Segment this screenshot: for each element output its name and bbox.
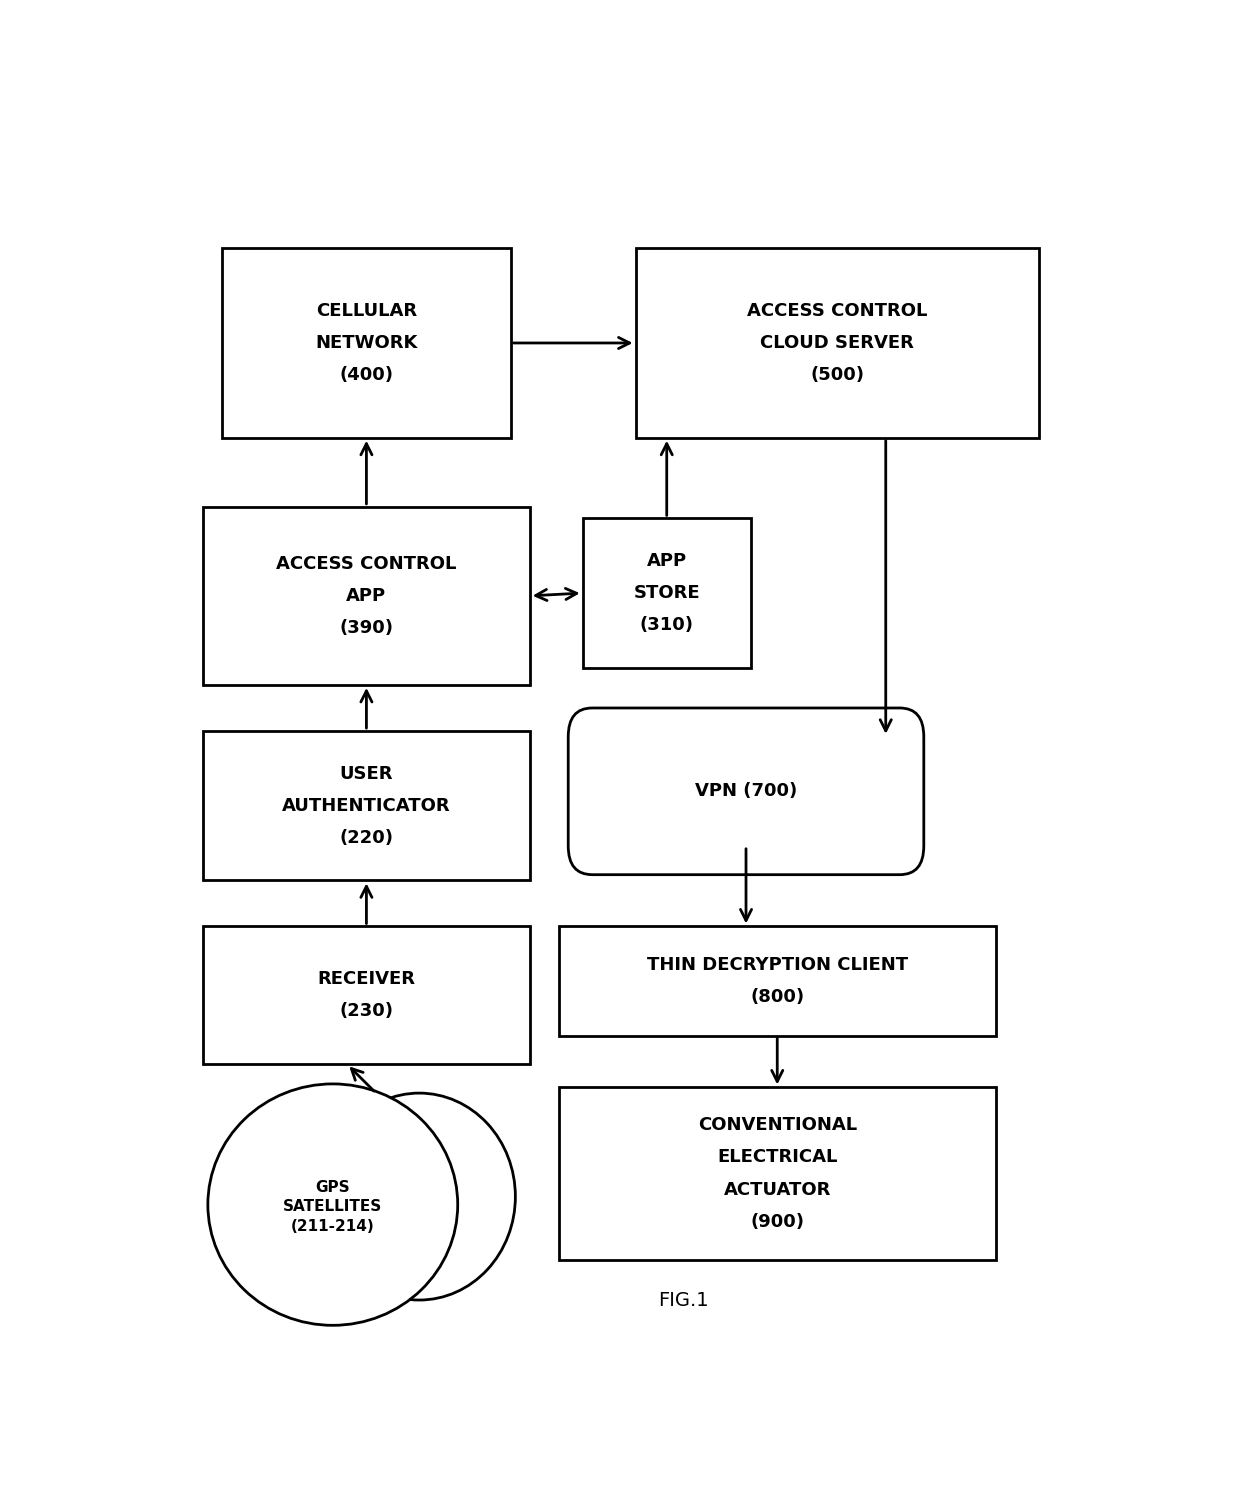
Text: ELECTRICAL: ELECTRICAL [717,1148,837,1166]
Text: FIG.1: FIG.1 [658,1290,709,1309]
Text: (211-214): (211-214) [291,1218,374,1233]
Text: USER: USER [340,764,393,782]
Bar [558,1087,996,1260]
Text: (500): (500) [810,366,864,384]
Text: (900): (900) [750,1212,805,1230]
Text: GPS: GPS [417,1176,451,1191]
Text: (230): (230) [340,1002,393,1021]
Ellipse shape [208,1084,458,1326]
Bar [203,506,529,685]
Text: ACCESS CONTROL: ACCESS CONTROL [748,302,928,320]
Bar [203,926,529,1065]
Text: SATEL: SATEL [408,1196,460,1211]
Text: APP: APP [647,552,687,570]
Bar [583,518,750,667]
Bar [203,732,529,881]
Text: CELLULAR: CELLULAR [316,302,417,320]
Text: ACTUATOR: ACTUATOR [724,1181,831,1199]
Text: CLOUD SERVER: CLOUD SERVER [760,334,914,352]
Text: CONVENTIONAL: CONVENTIONAL [698,1117,857,1135]
FancyBboxPatch shape [568,708,924,875]
Text: (390): (390) [340,620,393,638]
Text: GPS: GPS [315,1179,350,1194]
Text: (400): (400) [340,366,393,384]
Text: ACCESS CONTROL: ACCESS CONTROL [277,555,456,573]
Text: RECEIVER: RECEIVER [317,970,415,988]
Bar [635,248,1039,437]
Ellipse shape [324,1093,516,1300]
Text: SATELLITES: SATELLITES [283,1199,382,1214]
Text: (220): (220) [340,829,393,847]
Text: VPN (700): VPN (700) [694,782,797,800]
Text: LITES: LITES [410,1215,458,1230]
Text: THIN DECRYPTION CLIENT: THIN DECRYPTION CLIENT [647,956,908,973]
Bar [558,926,996,1036]
Text: (800): (800) [750,988,805,1006]
Bar [222,248,511,437]
Text: STORE: STORE [634,584,701,602]
Text: AUTHENTICATOR: AUTHENTICATOR [283,797,450,815]
Text: (310): (310) [640,617,693,635]
Text: APP: APP [346,587,387,605]
Text: NETWORK: NETWORK [315,334,418,352]
